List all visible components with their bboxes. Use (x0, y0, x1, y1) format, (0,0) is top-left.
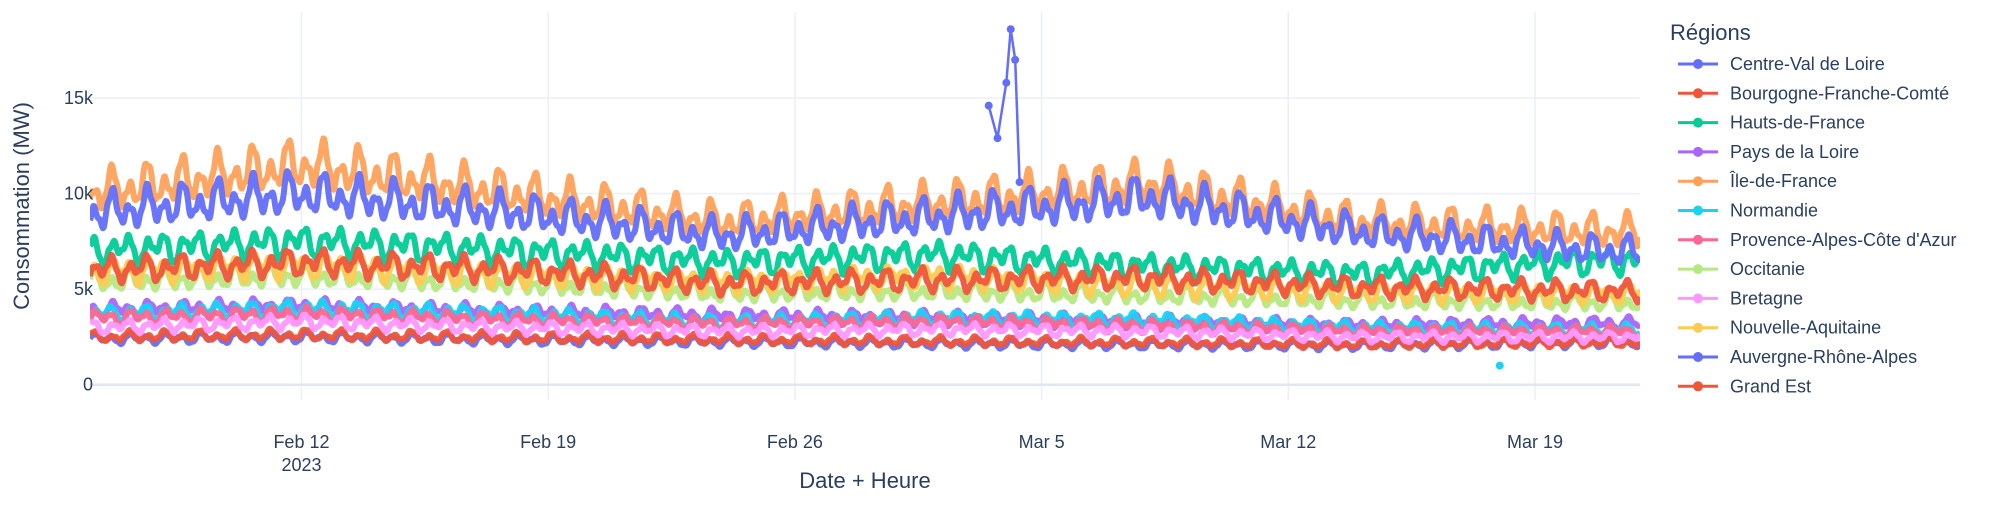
legend-item[interactable]: Hauts-de-France (1678, 113, 1865, 133)
legend-label: Normandie (1730, 201, 1818, 221)
x-tick-label: Mar 5 (1019, 432, 1065, 452)
x-tick-label: Feb 12 (273, 432, 329, 452)
legend-swatch-marker (1693, 264, 1703, 275)
y-tick-label: 5k (74, 279, 94, 299)
legend-label: Occitanie (1730, 259, 1805, 279)
legend-label: Île-de-France (1729, 171, 1837, 191)
y-axis-title: Consommation (MW) (9, 102, 34, 310)
y-tick-label: 0 (83, 375, 93, 395)
legend-swatch-marker (1693, 117, 1703, 128)
legend-item[interactable]: Centre-Val de Loire (1678, 54, 1885, 74)
legend-label: Nouvelle-Aquitaine (1730, 318, 1881, 338)
legend-swatch-marker (1693, 88, 1703, 99)
x-tick-label: Mar 12 (1260, 432, 1316, 452)
x-tick-label: Feb 26 (767, 432, 823, 452)
legend-item[interactable]: Normandie (1678, 201, 1818, 221)
legend-label: Bourgogne-Franche-Comté (1730, 83, 1949, 103)
data-point (984, 101, 993, 110)
legend-label: Grand Est (1730, 376, 1811, 396)
legend-label: Centre-Val de Loire (1730, 54, 1885, 74)
series-line (90, 168, 1640, 266)
legend-swatch-marker (1693, 352, 1703, 362)
y-tick-label: 15k (64, 88, 94, 108)
series-line (90, 325, 1640, 352)
legend: Régions Centre-Val de Loire Bourgogne-Fra… (1670, 20, 1957, 396)
legend-item[interactable]: Île-de-France (1678, 171, 1837, 191)
legend-item[interactable]: Bretagne (1678, 288, 1803, 308)
legend-label: Pays de la Loire (1730, 142, 1859, 162)
legend-item[interactable]: Grand Est (1678, 376, 1811, 396)
legend-item[interactable]: Provence-Alpes-Côte d'Azur (1678, 230, 1957, 250)
legend-swatch-marker (1693, 234, 1703, 245)
series-line (90, 311, 1640, 346)
legend-item[interactable]: Bourgogne-Franche-Comté (1678, 83, 1949, 103)
legend-swatch-marker (1693, 205, 1703, 216)
grid (90, 12, 1640, 400)
series-line (90, 135, 1640, 250)
spike-line (987, 29, 1021, 183)
legend-swatch-marker (1693, 293, 1703, 304)
y-tick-label: 10k (64, 184, 94, 204)
x-tick-label: Mar 19 (1507, 432, 1563, 452)
legend-item[interactable]: Nouvelle-Aquitaine (1678, 318, 1881, 338)
series-line (90, 246, 1640, 306)
legend-swatch-marker (1693, 322, 1703, 333)
x-tick-label: Feb 19 (520, 432, 576, 452)
legend-label: Provence-Alpes-Côte d'Azur (1730, 230, 1957, 250)
series-layer (90, 25, 1640, 370)
data-point (1015, 178, 1024, 187)
legend-item[interactable]: Pays de la Loire (1678, 142, 1859, 162)
legend-title: Régions (1670, 20, 1751, 45)
x-axis-title: Date + Heure (799, 468, 930, 493)
legend-swatch-marker (1693, 176, 1703, 187)
legend-swatch-marker (1693, 146, 1703, 157)
y-axis-ticks: 0 5k 10k 15k (64, 88, 94, 395)
legend-label: Bretagne (1730, 288, 1803, 308)
legend-label: Hauts-de-France (1730, 113, 1865, 133)
legend-item[interactable]: Auvergne-Rhône-Alpes (1678, 347, 1917, 367)
legend-swatch-marker (1693, 381, 1703, 392)
series-line (90, 224, 1640, 290)
data-point (1495, 361, 1504, 370)
legend-swatch-marker (1693, 59, 1703, 69)
legend-item[interactable]: Occitanie (1678, 259, 1805, 279)
x-axis-ticks: Feb 12 2023 Feb 19 Feb 26 Mar 5 Mar 12 Mar 19 (273, 432, 1563, 475)
legend-label: Auvergne-Rhône-Alpes (1730, 347, 1917, 367)
x-tick-sublabel: 2023 (281, 455, 321, 475)
